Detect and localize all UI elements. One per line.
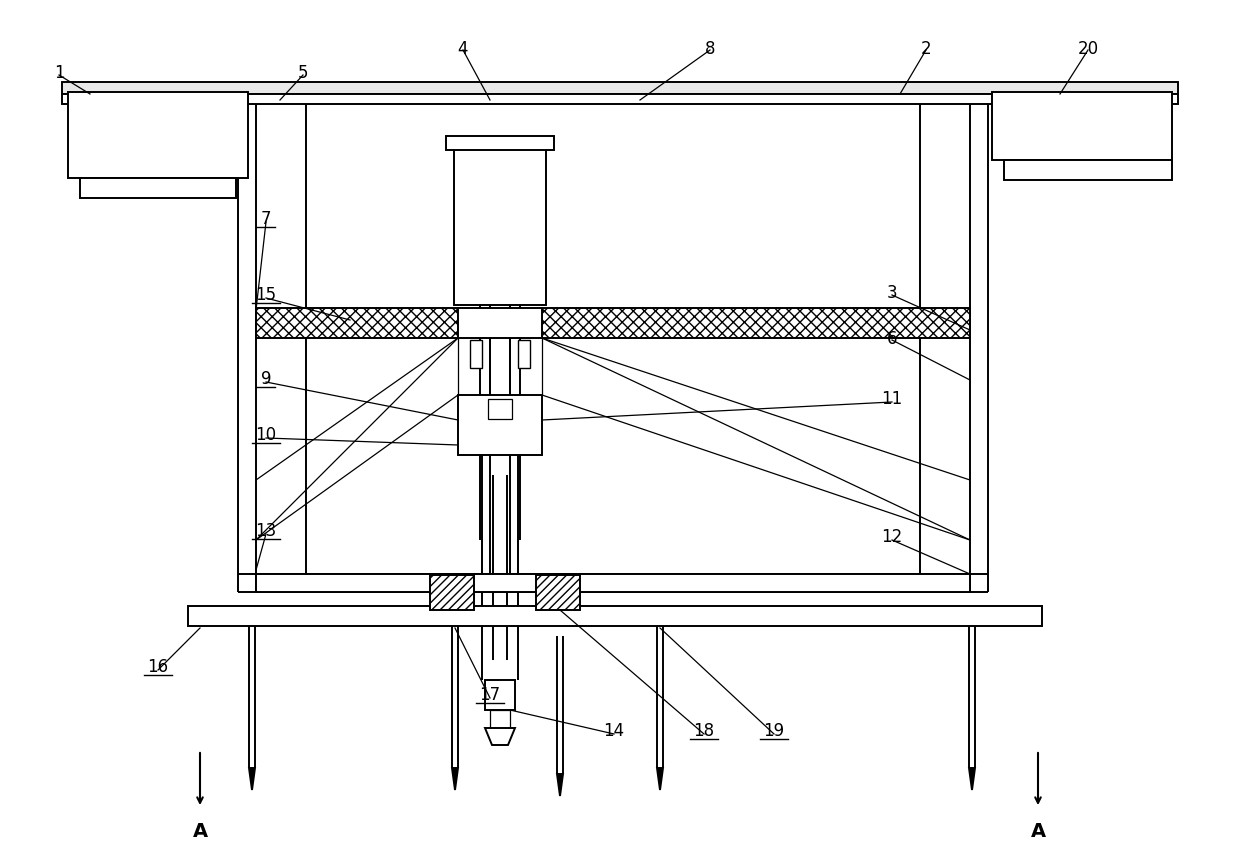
Bar [470, 340, 482, 368]
Text: 12: 12 [882, 528, 903, 546]
Text: 3: 3 [887, 284, 898, 302]
Text: 4: 4 [458, 40, 469, 58]
Bar [542, 308, 970, 338]
Bar [518, 340, 529, 368]
Bar [489, 399, 512, 419]
Text: A: A [1030, 822, 1045, 841]
Bar [458, 308, 542, 338]
Text: 5: 5 [298, 64, 309, 82]
Text: 1: 1 [53, 64, 64, 82]
Bar [81, 178, 236, 198]
Bar [62, 94, 1178, 104]
Polygon shape [453, 768, 458, 790]
Text: 13: 13 [255, 522, 277, 540]
Text: 11: 11 [882, 390, 903, 408]
Bar [255, 574, 970, 592]
Text: 15: 15 [255, 286, 277, 304]
Bar [68, 92, 248, 178]
Bar [1004, 160, 1172, 180]
Bar [536, 575, 580, 610]
Text: 2: 2 [920, 40, 931, 58]
Bar [188, 606, 1042, 626]
Text: 18: 18 [693, 722, 714, 740]
Bar [430, 575, 474, 610]
Text: 8: 8 [704, 40, 715, 58]
Bar [446, 136, 554, 150]
Text: 17: 17 [480, 686, 501, 704]
Text: 19: 19 [764, 722, 785, 740]
Bar [62, 82, 1178, 94]
Text: 10: 10 [255, 426, 277, 444]
Bar [454, 148, 546, 305]
Polygon shape [657, 768, 663, 790]
Bar [490, 710, 510, 728]
Bar [458, 395, 542, 455]
Polygon shape [485, 728, 515, 745]
Text: 20: 20 [1078, 40, 1099, 58]
Bar [485, 680, 515, 710]
Text: 7: 7 [260, 210, 272, 228]
Text: 6: 6 [887, 330, 898, 348]
Text: 14: 14 [604, 722, 625, 740]
Polygon shape [557, 774, 563, 796]
Polygon shape [968, 768, 975, 790]
Bar [992, 92, 1172, 160]
Polygon shape [249, 768, 255, 790]
Text: 16: 16 [148, 658, 169, 676]
Text: A: A [192, 822, 207, 841]
Bar [255, 308, 458, 338]
Text: 9: 9 [260, 370, 272, 388]
